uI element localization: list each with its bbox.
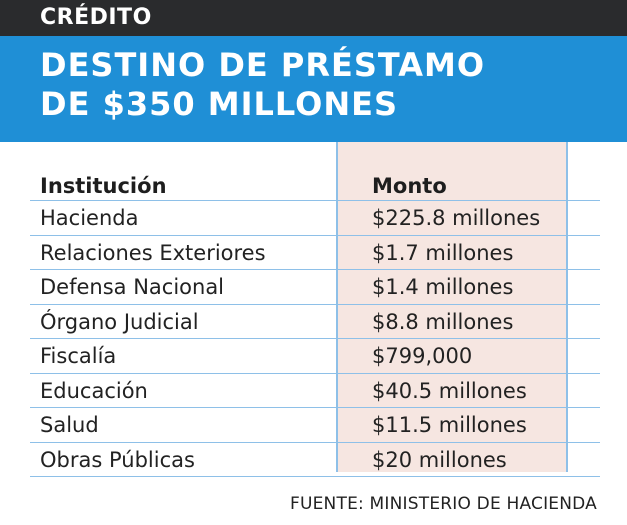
- cell-institution: Salud: [40, 413, 99, 437]
- row-divider: [30, 338, 600, 339]
- cell-institution: Relaciones Exteriores: [40, 240, 266, 265]
- source-note: FUENTE: MINISTERIO DE HACIENDA: [290, 494, 597, 514]
- cell-institution: Órgano Judicial: [40, 309, 199, 334]
- column-divider-left: [336, 142, 338, 472]
- cell-amount: $225.8 millones: [372, 206, 541, 230]
- cell-amount: $40.5 millones: [372, 378, 527, 403]
- row-divider: [30, 373, 600, 374]
- page-title: DESTINO DE PRÉSTAMO DE $350 MILLONES: [40, 46, 600, 124]
- row-divider: [30, 442, 600, 443]
- amount-column-highlight: [337, 142, 568, 472]
- row-divider: [30, 476, 600, 477]
- cell-amount: $11.5 millones: [372, 413, 527, 437]
- cell-institution: Fiscalía: [40, 344, 117, 368]
- column-divider-right: [566, 142, 568, 472]
- row-divider: [30, 407, 600, 408]
- column-header-amount: Monto: [372, 174, 447, 198]
- kicker-bar: CRÉDITO: [0, 0, 627, 36]
- row-divider: [30, 235, 600, 236]
- cell-institution: Hacienda: [40, 206, 139, 230]
- cell-institution: Obras Públicas: [40, 447, 195, 472]
- cell-amount: $8.8 millones: [372, 309, 514, 334]
- cell-amount: $1.7 millones: [372, 240, 514, 265]
- cell-amount: $799,000: [372, 344, 473, 368]
- cell-institution: Defensa Nacional: [40, 275, 225, 299]
- column-header-institution: Institución: [40, 174, 167, 198]
- kicker-label: CRÉDITO: [40, 5, 152, 30]
- row-divider: [30, 269, 600, 270]
- title-bar: DESTINO DE PRÉSTAMO DE $350 MILLONES: [0, 36, 627, 142]
- cell-institution: Educación: [40, 378, 148, 403]
- title-line-1: DESTINO DE PRÉSTAMO: [40, 46, 486, 84]
- row-divider: [30, 200, 600, 201]
- title-line-2: DE $350 MILLONES: [40, 85, 399, 123]
- cell-amount: $1.4 millones: [372, 275, 514, 299]
- cell-amount: $20 millones: [372, 447, 507, 472]
- row-divider: [30, 304, 600, 305]
